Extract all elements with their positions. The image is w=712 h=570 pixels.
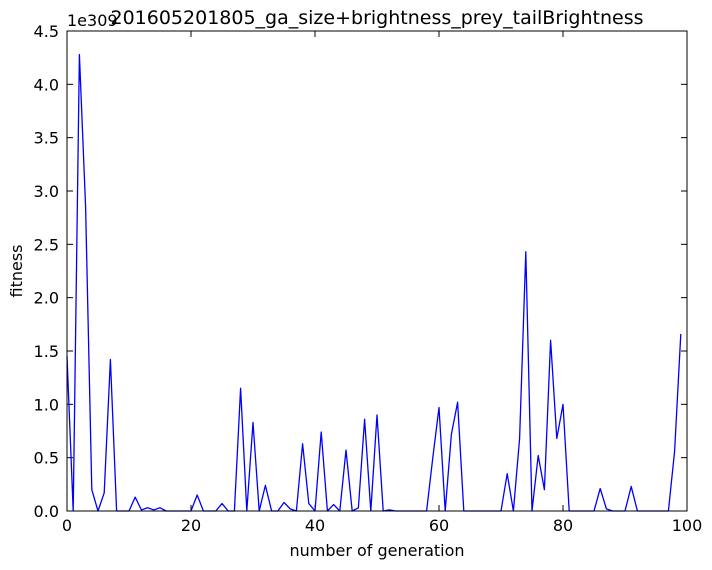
- x-tick-label: 100: [672, 516, 703, 535]
- y-tick-label: 2.5: [34, 235, 59, 254]
- x-tick-label: 80: [553, 516, 573, 535]
- tick-labels: 0 20 40 60 80 100 0.0 0.5 1.0 1.5 2.0 2.5 3.0 3.5 4.0 4…: [34, 22, 703, 535]
- chart-title: 201605201805_ga_size+brightness_prey_tai…: [110, 7, 643, 29]
- y-tick-label: 1.5: [34, 342, 59, 361]
- y-tick-label: 0.0: [34, 502, 59, 521]
- y-tick-label: 4.5: [34, 22, 59, 41]
- x-tick-label: 20: [181, 516, 201, 535]
- x-axis-label: number of generation: [289, 541, 464, 560]
- y-tick-label: 0.5: [34, 449, 59, 468]
- plot-frame: [66, 30, 688, 512]
- y-tick-label: 2.0: [34, 289, 59, 308]
- y-tick-label: 1.0: [34, 395, 59, 414]
- y-axis-label: fitness: [7, 244, 26, 297]
- y-offset-label: 1e309: [67, 11, 118, 30]
- y-tick-label: 3.0: [34, 182, 59, 201]
- y-tick-label: 3.5: [34, 129, 59, 148]
- x-tick-label: 60: [429, 516, 449, 535]
- x-tick-label: 0: [62, 516, 72, 535]
- y-tick-label: 4.0: [34, 75, 59, 94]
- x-tick-label: 40: [305, 516, 325, 535]
